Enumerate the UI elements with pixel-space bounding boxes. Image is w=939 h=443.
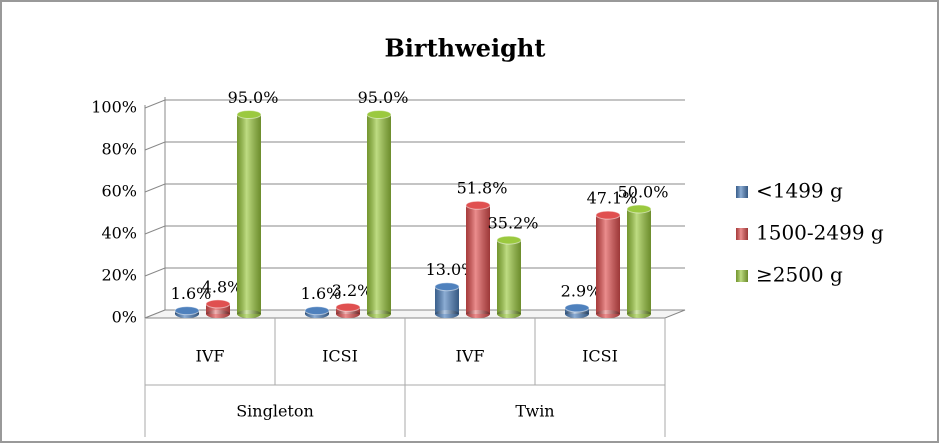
bar-bottom-shade [497, 310, 521, 318]
bar-group [465, 200, 491, 318]
group-label: Twin [515, 402, 554, 421]
grid-line [144, 225, 685, 235]
bar-bottom-shade [206, 310, 230, 318]
legend-label: 1500-2499 g [756, 221, 884, 245]
grid-line [144, 141, 685, 151]
value-label: 1.6% [301, 284, 342, 303]
y-tick-label: 80% [101, 140, 137, 159]
value-label: 95.0% [228, 88, 279, 107]
value-label: 4.8% [202, 277, 243, 296]
legend-swatch-shade [736, 228, 748, 240]
bar-shade [596, 215, 620, 314]
bar-shade [466, 205, 490, 314]
value-label: 95.0% [358, 88, 409, 107]
bar-shade [206, 303, 230, 314]
bar-top [465, 200, 491, 210]
x-tick-label: IVF [456, 347, 485, 366]
bar-group [205, 299, 231, 318]
bar-bottom-shade [237, 310, 261, 318]
bar-group [564, 303, 590, 318]
bar-group [174, 306, 200, 318]
value-label: 47.1% [587, 189, 638, 208]
value-label: 2.9% [561, 281, 602, 300]
bar-bottom-shade [596, 310, 620, 318]
value-label: 51.8% [457, 179, 508, 198]
bar-top [595, 210, 621, 220]
bar-top [496, 235, 522, 245]
bar-top [434, 282, 460, 292]
x-tick-label: ICSI [322, 347, 358, 366]
bar-top [335, 302, 361, 312]
value-label: 35.2% [488, 214, 539, 233]
x-tick-label: ICSI [582, 347, 618, 366]
bar-bottom-shade [466, 310, 490, 318]
y-tick-label: 0% [112, 308, 137, 327]
bar-bottom-shade [367, 310, 391, 318]
bar-top [626, 204, 652, 214]
bar-shade [367, 114, 391, 314]
bar-shade [627, 209, 651, 314]
legend-swatch-shade [736, 186, 748, 198]
bar-group [335, 302, 361, 318]
y-tick-label: 40% [101, 224, 137, 243]
grid-line [144, 183, 685, 193]
bar-top [304, 306, 330, 316]
bar-group [434, 282, 460, 318]
x-tick-label: IVF [196, 347, 225, 366]
y-tick-label: 100% [91, 98, 137, 117]
value-label: 1.6% [171, 284, 212, 303]
bar-group [366, 110, 392, 318]
grid-line [144, 99, 685, 109]
bar-top [366, 110, 392, 119]
bar-bottom-shade [336, 310, 360, 318]
group-label: Singleton [236, 402, 314, 421]
bar-top [236, 110, 262, 119]
value-label: 50.0% [618, 183, 669, 202]
legend-label: <1499 g [756, 179, 843, 203]
bar-group [236, 110, 262, 318]
bar-bottom-shade [435, 310, 459, 318]
bar-bottom-shade [627, 310, 651, 318]
bar-group [626, 204, 652, 318]
y-tick-label: 20% [101, 266, 137, 285]
value-label: 13.0% [426, 260, 477, 279]
bar-group [595, 210, 621, 318]
chart-title: Birthweight [385, 34, 546, 63]
value-label: 3.2% [332, 281, 373, 300]
bar-bottom-shade [565, 310, 589, 318]
bar-shade [435, 286, 459, 314]
legend-swatch-shade [736, 270, 748, 282]
bar-shade [237, 114, 261, 314]
bar-shade [497, 240, 521, 314]
bar-group [304, 306, 330, 318]
bar-top [205, 299, 231, 309]
bar-top [564, 303, 590, 313]
legend-label: ≥2500 g [756, 263, 843, 287]
bar-group [496, 235, 522, 318]
y-tick-label: 60% [101, 182, 137, 201]
bar-top [174, 306, 200, 316]
